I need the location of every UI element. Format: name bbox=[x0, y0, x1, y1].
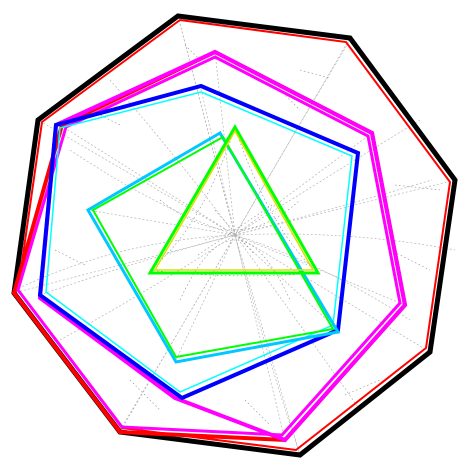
scribble-line bbox=[54, 44, 441, 426]
nonagon-outline-black bbox=[11, 13, 458, 458]
hexagon-outline-cyan bbox=[45, 91, 353, 393]
triangle-outline-green bbox=[147, 123, 321, 275]
scribble-line bbox=[149, 127, 319, 301]
nonagon-outline-red bbox=[16, 18, 452, 452]
scribble-line bbox=[59, 79, 421, 411]
hexagon-outline-blue bbox=[38, 84, 360, 400]
octagon-outline-magenta bbox=[16, 55, 402, 437]
pentagon-outline-cyan bbox=[85, 130, 341, 364]
pentagon-outline-green bbox=[91, 135, 335, 359]
scribble-line bbox=[14, 15, 456, 456]
radial-scribble-lines bbox=[13, 15, 456, 456]
scribble-line bbox=[59, 84, 406, 441]
triangle-outline-yellow bbox=[153, 129, 315, 271]
